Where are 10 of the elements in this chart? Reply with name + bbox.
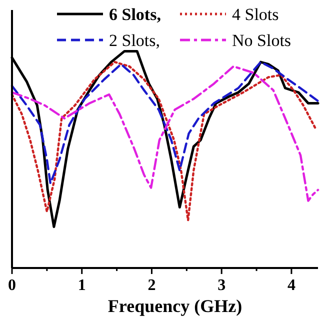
- x-tick-label: 3: [218, 277, 226, 294]
- x-tick-label: 0: [8, 277, 16, 294]
- legend-label: 2 Slots,: [109, 31, 160, 50]
- x-tick-label: 1: [78, 277, 86, 294]
- legend-label: 4 Slots: [232, 5, 279, 24]
- x-tick-label: 2: [148, 277, 156, 294]
- legend-label: No Slots: [232, 31, 292, 50]
- x-tick-label: 4: [287, 277, 296, 294]
- legend-label: 6 Slots,: [109, 5, 161, 24]
- x-axis-title: Frequency (GHz): [108, 296, 242, 316]
